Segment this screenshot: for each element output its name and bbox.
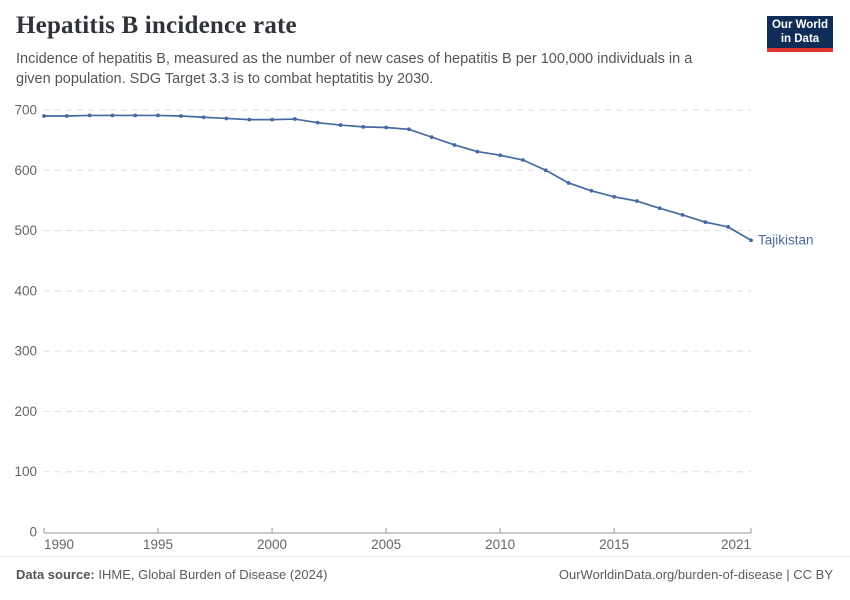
line-chart-svg[interactable]: 0 100 200 300 400 500 600 700 1990 1995 2000 2005 20… [0, 100, 850, 560]
y-tick-label: 200 [14, 404, 37, 419]
data-point[interactable] [680, 212, 685, 217]
y-tick-label: 500 [14, 223, 37, 238]
data-source-label: Data source: [16, 567, 95, 582]
x-tick-label: 2005 [371, 537, 401, 552]
data-point[interactable] [64, 114, 69, 118]
data-point[interactable] [338, 123, 343, 127]
data-point[interactable] [315, 120, 320, 125]
entity-label[interactable]: Tajikistan [758, 233, 814, 248]
footer-attribution: OurWorldinData.org/burden-of-disease | C… [559, 567, 833, 582]
chart-subtitle: Incidence of hepatitis B, measured as th… [16, 51, 693, 87]
data-point[interactable] [498, 153, 503, 158]
data-point[interactable] [133, 113, 138, 118]
x-tick-label: 2015 [599, 537, 629, 552]
data-point[interactable] [224, 116, 229, 121]
data-point[interactable] [178, 114, 183, 118]
data-point[interactable] [657, 206, 662, 211]
data-point[interactable] [589, 188, 594, 193]
chart-footer: Data source: IHME, Global Burden of Dise… [0, 556, 850, 600]
license-text: | CC BY [782, 567, 833, 582]
data-point[interactable] [452, 143, 457, 147]
data-point[interactable] [407, 127, 411, 132]
page-title: Hepatitis B incidence rate [16, 12, 297, 39]
y-tick-label: 700 [14, 103, 37, 118]
data-point[interactable] [87, 113, 92, 118]
owid-logo-line1: Our World [771, 19, 828, 31]
y-tick-label: 0 [29, 525, 37, 540]
owid-logo[interactable]: Our World in Data [767, 16, 833, 52]
data-point[interactable] [429, 135, 434, 140]
x-tick-label: 1990 [44, 537, 74, 552]
data-source-note: Data source: IHME, Global Burden of Dise… [16, 567, 327, 582]
y-tick-label: 100 [14, 464, 37, 479]
data-point[interactable] [247, 117, 252, 122]
chart-area: 0 100 200 300 400 500 600 700 1990 1995 2000 2005 20… [0, 100, 850, 560]
data-point[interactable] [612, 194, 617, 199]
y-tick-label: 300 [14, 344, 37, 359]
y-tick-label: 600 [14, 163, 37, 178]
data-point[interactable] [292, 117, 297, 121]
data-point[interactable] [475, 149, 480, 154]
data-point[interactable] [635, 199, 639, 203]
data-line[interactable] [44, 114, 752, 241]
data-point[interactable] [110, 113, 115, 118]
data-point[interactable] [270, 117, 274, 122]
y-tick-label: 400 [14, 283, 37, 298]
data-point[interactable] [156, 113, 160, 118]
data-point[interactable] [521, 158, 525, 162]
x-tick-label: 2000 [257, 537, 287, 552]
x-tick-label: 1995 [143, 537, 173, 552]
data-point[interactable] [566, 181, 571, 185]
data-point[interactable] [543, 168, 548, 173]
data-point[interactable] [361, 124, 366, 129]
data-point[interactable] [703, 220, 708, 225]
data-point[interactable] [384, 125, 388, 130]
owid-logo-line2: in Data [780, 32, 820, 45]
data-point[interactable] [42, 114, 46, 118]
owid-url-link[interactable]: OurWorldinData.org/burden-of-disease [558, 567, 783, 582]
x-tick-label: 2010 [485, 537, 515, 552]
data-point[interactable] [749, 238, 753, 243]
data-source-text: IHME, Global Burden of Disease (2024) [94, 567, 328, 582]
x-tick-label: 2021 [721, 537, 751, 552]
data-point[interactable] [726, 225, 731, 229]
chart-header: Hepatitis B incidence rate Incidence of … [16, 12, 746, 89]
data-point[interactable] [201, 115, 206, 120]
